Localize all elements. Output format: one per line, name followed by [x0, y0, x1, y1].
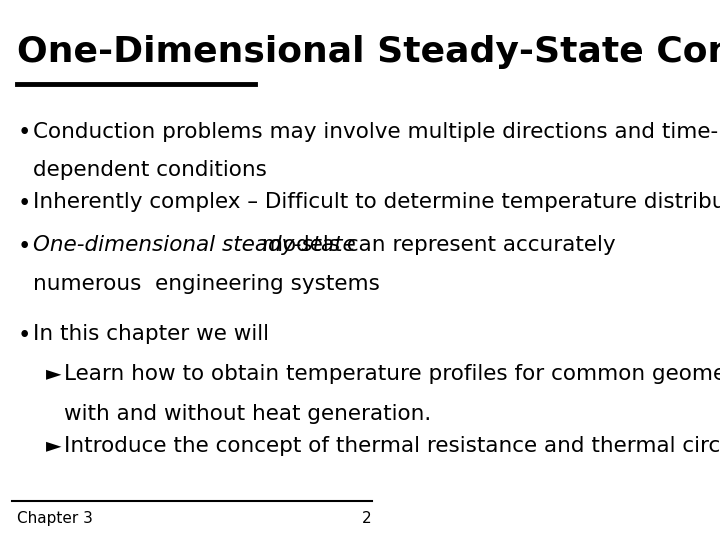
Text: with and without heat generation.: with and without heat generation. — [64, 404, 431, 424]
Text: ►: ► — [46, 436, 61, 455]
Text: Chapter 3: Chapter 3 — [17, 511, 93, 526]
Text: One-Dimensional Steady-State Conduction: One-Dimensional Steady-State Conduction — [17, 35, 720, 69]
Text: In this chapter we will: In this chapter we will — [33, 324, 269, 344]
Text: One-dimensional steady-state: One-dimensional steady-state — [33, 235, 356, 255]
Text: numerous  engineering systems: numerous engineering systems — [33, 274, 380, 294]
Text: Learn how to obtain temperature profiles for common geometries: Learn how to obtain temperature profiles… — [64, 364, 720, 384]
Text: 2: 2 — [362, 511, 372, 526]
Text: models can represent accurately: models can represent accurately — [255, 235, 616, 255]
Text: Introduce the concept of thermal resistance and thermal circuits: Introduce the concept of thermal resista… — [64, 436, 720, 456]
Text: dependent conditions: dependent conditions — [33, 160, 267, 180]
Text: Conduction problems may involve multiple directions and time-: Conduction problems may involve multiple… — [33, 122, 719, 141]
Text: Inherently complex – Difficult to determine temperature distributions: Inherently complex – Difficult to determ… — [33, 192, 720, 212]
Text: •: • — [17, 235, 31, 258]
Text: •: • — [17, 324, 31, 347]
Text: •: • — [17, 122, 31, 145]
Text: ►: ► — [46, 364, 61, 383]
Text: •: • — [17, 192, 31, 215]
